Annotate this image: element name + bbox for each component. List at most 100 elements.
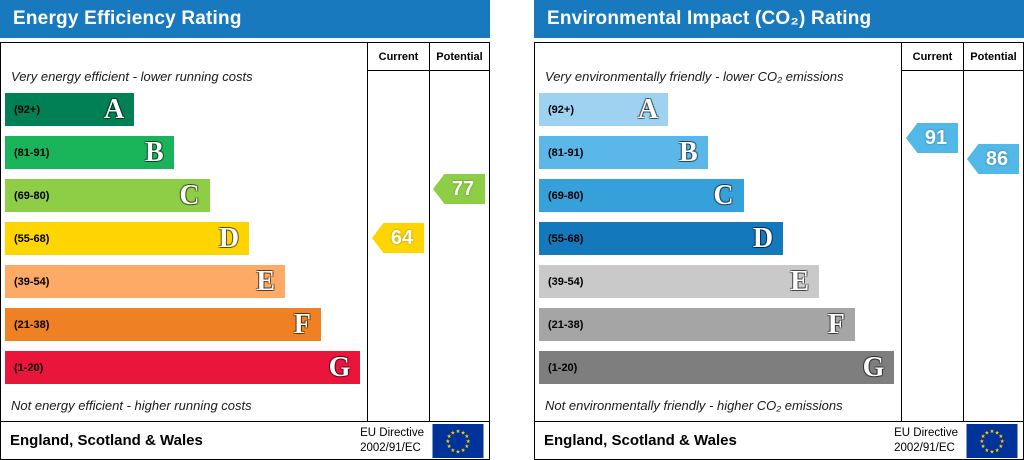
panel-title: Environmental Impact (CO₂) Rating (547, 8, 872, 29)
rating-chart: Very energy efficient - lower running co… (1, 43, 489, 421)
region-label: England, Scotland & Wales (10, 432, 203, 449)
band-c: (69-80) C (5, 179, 210, 212)
band-range: (21-38) (548, 318, 584, 331)
current-column-header: Current (368, 43, 429, 71)
band-letter: A (638, 93, 659, 125)
potential-column: Potential (963, 43, 1023, 421)
eu-directive-label: EU Directive 2002/91/EC (894, 426, 958, 455)
band-b: (81-91) B (5, 136, 174, 169)
band-a: (92+) A (5, 93, 135, 126)
potential-rating-value: 77 (451, 177, 475, 200)
band-range: (1-20) (548, 361, 578, 374)
band-letter: F (827, 308, 845, 340)
svg-text:★: ★ (984, 430, 989, 436)
band-letter: E (790, 265, 810, 297)
current-rating-arrow: 91 (906, 123, 958, 153)
potential-rating-arrow: 77 (433, 174, 485, 204)
svg-text:★: ★ (447, 444, 452, 450)
svg-text:★: ★ (445, 439, 450, 445)
svg-text:★: ★ (1000, 439, 1005, 445)
band-range: (81-91) (14, 146, 50, 159)
band-range: (55-68) (548, 232, 584, 245)
band-f: (21-38) F (5, 308, 321, 341)
panel-title: Energy Efficiency Rating (13, 8, 242, 29)
svg-text:★: ★ (981, 434, 986, 440)
band-range: (55-68) (14, 232, 50, 245)
eu-directive-line2: 2002/91/EC (894, 441, 955, 454)
potential-rating-value: 86 (985, 147, 1009, 170)
svg-text:★: ★ (990, 449, 995, 455)
energy-efficiency-panel: Energy Efficiency Rating Very energy eff… (0, 0, 490, 460)
eu-directive-line2: 2002/91/EC (360, 441, 421, 454)
band-letter: C (713, 179, 734, 211)
svg-text:★: ★ (461, 447, 466, 453)
svg-text:★: ★ (456, 449, 461, 455)
svg-text:★: ★ (998, 444, 1003, 450)
band-letter: C (179, 179, 200, 211)
band-range: (1-20) (14, 361, 44, 374)
band-letter: B (145, 136, 164, 168)
rating-table: Very environmentally friendly - lower CO… (534, 42, 1024, 460)
svg-text:★: ★ (450, 430, 455, 436)
band-letter: F (293, 308, 311, 340)
band-a: (92+) A (539, 93, 669, 126)
band-range: (92+) (14, 103, 40, 116)
band-letter: D (218, 222, 240, 254)
eu-directive-line1: EU Directive (360, 427, 424, 440)
band-c: (69-80) C (539, 179, 744, 212)
current-rating-arrow: 64 (372, 223, 424, 253)
band-g: (1-20) G (5, 351, 361, 384)
svg-text:★: ★ (466, 439, 471, 445)
band-letter: A (104, 93, 125, 125)
band-d: (55-68) D (539, 222, 784, 255)
table-footer: England, Scotland & Wales EU Directive 2… (1, 421, 489, 459)
svg-text:★: ★ (464, 434, 469, 440)
current-rating-value: 64 (390, 226, 414, 249)
svg-text:★: ★ (450, 447, 455, 453)
top-note: Very environmentally friendly - lower CO… (545, 69, 844, 84)
band-range: (21-38) (14, 318, 50, 331)
current-rating-value: 91 (924, 126, 948, 149)
band-letter: G (328, 351, 351, 383)
current-column: Current (367, 43, 429, 421)
svg-text:★: ★ (979, 439, 984, 445)
potential-column: Potential (429, 43, 489, 421)
svg-text:★: ★ (990, 428, 995, 434)
svg-text:★: ★ (461, 430, 466, 436)
svg-text:★: ★ (995, 430, 1000, 436)
bands-area: Very energy efficient - lower running co… (1, 43, 367, 421)
band-letter: D (752, 222, 774, 254)
rating-table: Very energy efficient - lower running co… (0, 42, 490, 460)
potential-rating-arrow: 86 (967, 144, 1019, 174)
svg-text:★: ★ (995, 447, 1000, 453)
panel-header: Energy Efficiency Rating (0, 0, 490, 38)
potential-column-header: Potential (964, 43, 1023, 71)
band-range: (92+) (548, 103, 574, 116)
eu-directive-label: EU Directive 2002/91/EC (360, 426, 424, 455)
band-e: (39-54) E (5, 265, 286, 298)
band-range: (39-54) (548, 275, 584, 288)
bottom-note: Not environmentally friendly - higher CO… (545, 398, 843, 413)
eu-directive-line1: EU Directive (894, 427, 958, 440)
bands-area: Very environmentally friendly - lower CO… (535, 43, 901, 421)
svg-text:★: ★ (447, 434, 452, 440)
region-label: England, Scotland & Wales (544, 432, 737, 449)
current-column: Current (901, 43, 963, 421)
panel-header: Environmental Impact (CO₂) Rating (534, 0, 1024, 38)
band-range: (69-80) (548, 189, 584, 202)
svg-text:★: ★ (456, 428, 461, 434)
band-e: (39-54) E (539, 265, 820, 298)
table-footer: England, Scotland & Wales EU Directive 2… (535, 421, 1023, 459)
rating-chart: Very environmentally friendly - lower CO… (535, 43, 1023, 421)
top-note: Very energy efficient - lower running co… (11, 69, 253, 84)
band-letter: E (256, 265, 276, 297)
potential-column-header: Potential (430, 43, 489, 71)
environmental-impact-panel: Environmental Impact (CO₂) Rating Very e… (534, 0, 1024, 460)
bottom-note: Not energy efficient - higher running co… (11, 398, 252, 413)
current-column-header: Current (902, 43, 963, 71)
band-range: (81-91) (548, 146, 584, 159)
band-b: (81-91) B (539, 136, 708, 169)
svg-text:★: ★ (998, 434, 1003, 440)
eu-flag-icon: ★ ★★ ★★★ ★★★ ★★★ (432, 423, 484, 458)
